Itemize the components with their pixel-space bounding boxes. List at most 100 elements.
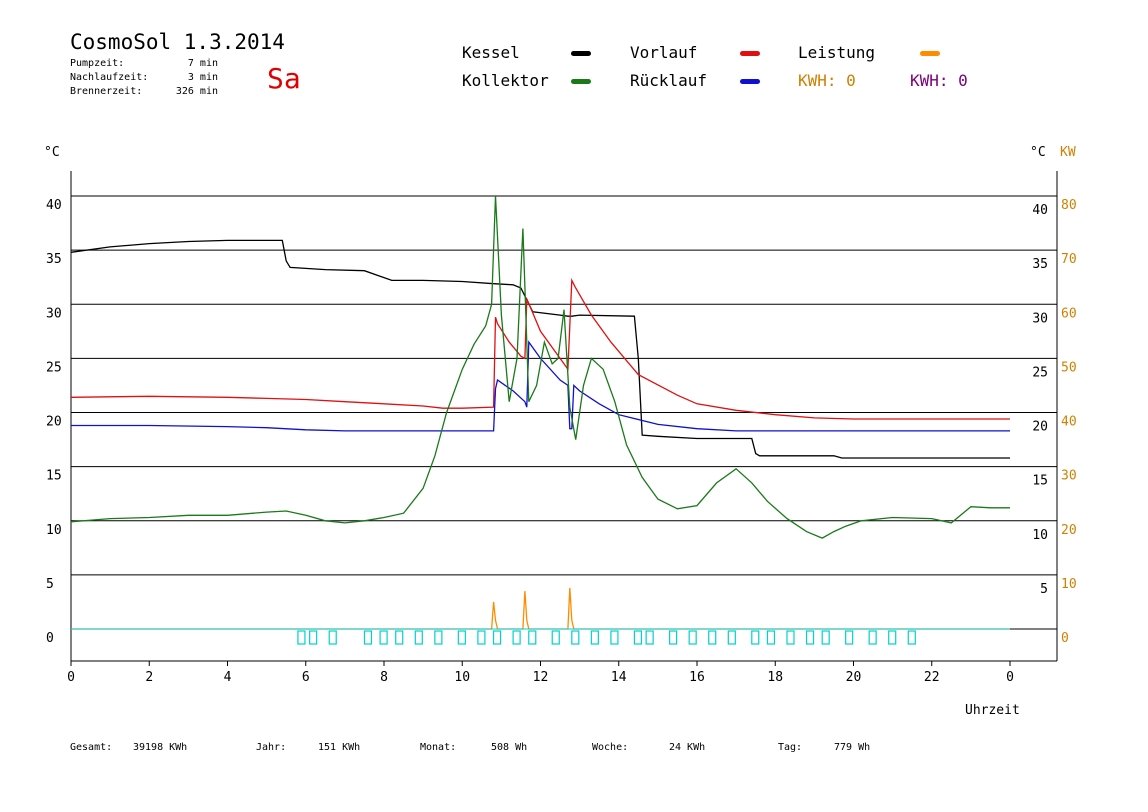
pumpzeit-label: Pumpzeit: — [70, 58, 125, 69]
pump-marker — [379, 630, 388, 645]
pump-marker — [309, 630, 318, 645]
pump-marker — [786, 630, 795, 645]
y-tick-right: 40 — [1032, 203, 1048, 218]
footer-woche-label: Woche: — [592, 742, 629, 753]
x-tick: 0 — [67, 670, 75, 685]
y-tick-right: 30 — [1032, 311, 1048, 326]
legend-ruecklauf-swatch — [740, 79, 760, 84]
x-tick: 12 — [533, 670, 549, 685]
x-tick: 18 — [767, 670, 783, 685]
pump-marker — [297, 630, 306, 645]
chart-series — [70, 195, 1010, 630]
footer-jahr-value: 151 KWh — [318, 742, 361, 753]
y-tick-right-kw: 70 — [1061, 252, 1077, 267]
legend-ruecklauf-label: Rücklauf — [630, 71, 708, 90]
x-tick: 8 — [380, 670, 388, 685]
y-tick-left: 35 — [46, 252, 62, 267]
pump-marker — [821, 630, 830, 645]
y-tick-left: 15 — [46, 469, 62, 484]
series-line — [70, 195, 1010, 539]
footer-jahr-label: Jahr: — [256, 742, 287, 753]
pump-marker — [645, 630, 654, 645]
pump-marker — [434, 630, 443, 645]
x-tick: 20 — [846, 670, 862, 685]
y-tick-right-kw: 20 — [1061, 523, 1077, 538]
x-axis-title: Uhrzeit — [965, 703, 1020, 718]
legend-kessel-swatch — [571, 51, 591, 56]
x-tick: 16 — [689, 670, 705, 685]
pumpzeit-value: 7 min — [187, 58, 218, 69]
series-line — [70, 239, 1010, 459]
pump-marker — [457, 630, 466, 645]
y-tick-left: 0 — [46, 631, 54, 646]
pump-marker — [669, 630, 678, 645]
y-axis-left-unit: °C — [44, 145, 60, 160]
pump-marker — [477, 630, 486, 645]
footer-gesamt-label: Gesamt: — [70, 742, 113, 753]
pump-marker — [610, 630, 619, 645]
y-tick-right-kw: 80 — [1061, 198, 1077, 213]
footer-tag-value: 779 Wh — [834, 742, 871, 753]
pump-marker — [766, 630, 776, 645]
legend-leistung-label: Leistung — [798, 43, 876, 62]
y-tick-right-kw: 0 — [1061, 631, 1069, 646]
pump-marker — [845, 630, 854, 645]
pump-marker — [328, 630, 337, 645]
legend-kwh-purple: KWH: 0 — [910, 71, 968, 90]
brennerzeit-label: Brennerzeit: — [70, 86, 143, 97]
footer-monat-label: Monat: — [420, 742, 457, 753]
pump-markers — [297, 630, 916, 645]
pump-marker — [414, 630, 423, 645]
brennerzeit-value: 326 min — [175, 86, 218, 97]
app-title: CosmoSol 1.3.2014 — [70, 30, 285, 54]
legend-kollektor-swatch — [571, 79, 591, 84]
footer-woche-value: 24 KWh — [669, 742, 706, 753]
legend-leistung-swatch — [920, 51, 940, 56]
y-tick-right: 5 — [1040, 582, 1048, 597]
y-tick-left: 5 — [46, 577, 54, 592]
y-axis-right-unit: °C — [1030, 145, 1046, 160]
legend-kollektor-label: Kollektor — [462, 71, 549, 90]
pump-marker — [395, 630, 404, 645]
pump-marker — [751, 630, 760, 645]
pump-marker — [512, 630, 521, 645]
series-line — [70, 277, 1010, 420]
nachlaufzeit-label: Nachlaufzeit: — [70, 72, 149, 83]
chart-grid — [70, 171, 1058, 662]
pump-marker — [888, 630, 897, 645]
nachlaufzeit-value: 3 min — [187, 72, 218, 83]
y-tick-right-kw: 60 — [1061, 306, 1077, 321]
pump-marker — [551, 630, 560, 645]
weekday-label: Sa — [267, 62, 301, 95]
y-tick-right: 25 — [1032, 365, 1048, 380]
pump-marker — [805, 630, 815, 645]
legend-kwh-orange: KWH: 0 — [798, 71, 856, 90]
pump-marker — [727, 630, 736, 645]
y-tick-right: 20 — [1032, 420, 1048, 435]
x-tick: 10 — [454, 670, 470, 685]
y-tick-right: 10 — [1032, 528, 1048, 543]
y-tick-right-kw: 50 — [1061, 360, 1077, 375]
x-tick: 0 — [1006, 670, 1014, 685]
x-tick: 6 — [302, 670, 310, 685]
y-tick-right: 35 — [1032, 257, 1048, 272]
pump-marker — [633, 630, 643, 645]
y-tick-left: 30 — [46, 306, 62, 321]
legend-vorlauf-label: Vorlauf — [630, 43, 698, 62]
pump-marker — [907, 630, 916, 645]
pump-marker — [528, 630, 537, 645]
x-tick: 22 — [924, 670, 940, 685]
y-tick-right-kw: 40 — [1061, 415, 1077, 430]
y-tick-right-kw: 10 — [1061, 577, 1077, 592]
footer-monat-value: 508 Wh — [491, 742, 528, 753]
pump-marker — [688, 630, 697, 645]
footer-gesamt-value: 39198 KWh — [133, 742, 188, 753]
x-tick: 2 — [145, 670, 153, 685]
y-tick-right: 15 — [1032, 474, 1048, 489]
y-tick-left: 10 — [46, 523, 62, 538]
pump-marker — [708, 630, 717, 645]
pump-marker — [868, 630, 877, 645]
footer-tag-label: Tag: — [778, 742, 803, 753]
